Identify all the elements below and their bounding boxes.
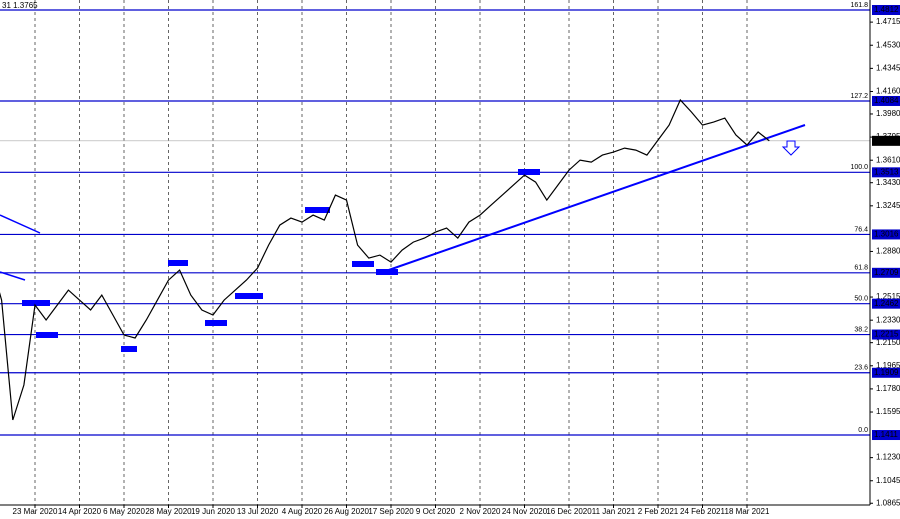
y-tick-label: 1.3980 [876, 109, 900, 118]
x-tick-label: 18 Mar 2021 [725, 507, 770, 516]
marker [376, 269, 398, 275]
x-tick-label: 2 Feb 2021 [638, 507, 679, 516]
level-price: 1.4084 [874, 96, 899, 105]
marker [168, 260, 188, 266]
y-tick-label: 1.3430 [876, 178, 900, 187]
x-tick-label: 23 Mar 2020 [13, 507, 58, 516]
level-price-box [872, 267, 900, 278]
x-tick-label: 2 Nov 2020 [460, 507, 501, 516]
x-tick-label: 17 Sep 2020 [368, 507, 414, 516]
level-ratio: 50.0 [854, 296, 868, 303]
x-tick-label: 19 Jun 2020 [191, 507, 236, 516]
y-tick-label: 1.4160 [876, 87, 900, 96]
level-price: 1.2709 [874, 268, 899, 277]
y-tick-label: 1.4530 [876, 40, 900, 49]
y-tick-label: 1.2150 [876, 338, 900, 347]
y-tick-label: 1.2515 [876, 292, 900, 301]
current-price-box [872, 135, 900, 146]
marker [36, 332, 58, 338]
marker [518, 169, 540, 175]
level-ratio: 76.4 [854, 226, 868, 233]
price-line [0, 98, 770, 421]
current-price: 1.3765 [874, 136, 899, 145]
y-tick-label: 1.2880 [876, 247, 900, 256]
y-tick-label: 1.4715 [876, 17, 900, 26]
trend-line [0, 271, 26, 281]
marker [205, 320, 227, 326]
level-ratio: 0.0 [858, 427, 868, 434]
marker [352, 261, 374, 267]
x-tick-label: 13 Jul 2020 [237, 507, 279, 516]
y-tick-label: 1.1595 [876, 407, 900, 416]
level-ratio: 23.6 [854, 365, 868, 372]
level-ratio: 38.2 [854, 326, 868, 333]
level-price-box [872, 298, 900, 309]
level-price-box [872, 430, 900, 441]
marker [305, 207, 330, 213]
level-price-box [872, 367, 900, 378]
plot-area [0, 0, 870, 505]
trend-line [0, 214, 41, 234]
level-ratio: 100.0 [850, 164, 868, 171]
x-tick-label: 24 Feb 2021 [680, 507, 725, 516]
y-tick-label: 1.4345 [876, 63, 900, 72]
y-tick-label: 1.3610 [876, 155, 900, 164]
x-tick-label: 9 Oct 2020 [416, 507, 456, 516]
level-ratio: 61.8 [854, 265, 868, 272]
level-price: 1.3513 [874, 167, 899, 176]
y-tick-label: 1.1045 [876, 476, 900, 485]
x-tick-label: 6 May 2020 [103, 507, 145, 516]
x-tick-label: 24 Nov 2020 [502, 507, 548, 516]
level-price: 1.2462 [874, 299, 899, 308]
x-tick-label: 14 Apr 2020 [58, 507, 102, 516]
markers [22, 169, 540, 352]
level-price-box [872, 95, 900, 106]
y-tick-label: 1.2330 [876, 315, 900, 324]
level-price-box [872, 229, 900, 240]
y-tick-label: 1.0865 [876, 498, 900, 507]
y-tick-label: 1.1965 [876, 361, 900, 370]
level-price-box [872, 329, 900, 340]
x-tick-label: 11 Jan 2021 [592, 507, 636, 516]
marker [235, 293, 263, 299]
x-tick-label: 26 Aug 2020 [324, 507, 369, 516]
marker [121, 346, 137, 352]
x-tick-label: 28 May 2020 [145, 507, 192, 516]
level-price-box [872, 167, 900, 178]
level-price-box [872, 4, 900, 15]
level-ratio: 127.2 [850, 93, 868, 100]
x-tick-label: 4 Aug 2020 [282, 507, 323, 516]
trend-line [382, 124, 806, 273]
y-tick-label: 1.1230 [876, 453, 900, 462]
y-tick-label: 1.3245 [876, 201, 900, 210]
level-price: 1.2215 [874, 330, 899, 339]
x-tick-label: 16 Dec 2020 [546, 507, 592, 516]
chart-title: 31 1.3765 [2, 1, 38, 10]
down-arrow [781, 140, 801, 156]
level-price: 1.1909 [874, 368, 899, 377]
marker [22, 300, 50, 306]
level-price: 1.1411 [874, 430, 898, 439]
level-ratio: 161.8 [850, 2, 868, 9]
y-tick-label: 1.1780 [876, 384, 900, 393]
level-price: 1.3016 [874, 230, 899, 239]
level-price: 1.4812 [874, 5, 899, 14]
